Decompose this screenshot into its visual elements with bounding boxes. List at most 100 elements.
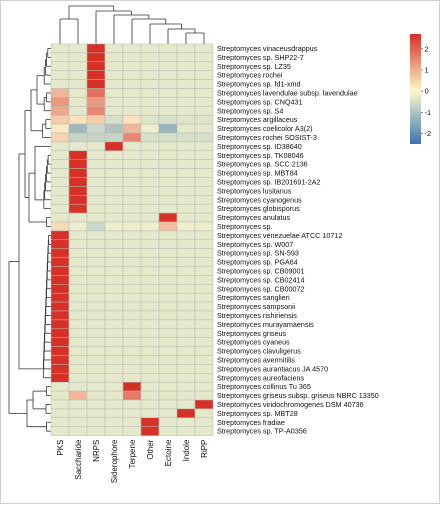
heatmap-cell [194, 310, 214, 321]
heatmap-cell [68, 159, 88, 169]
row-label: Streptomyces sp. PGA64 [217, 258, 298, 267]
row-label: Streptomyces coelicolor A3(2) [217, 124, 312, 133]
heatmap-cell [140, 319, 160, 330]
row-label: Streptomyces sp. fd1-xmd [217, 80, 301, 89]
heatmap-cell [122, 141, 142, 152]
row-label: Streptomyces sp. TP-A0356 [217, 427, 307, 436]
row-label: Streptomyces venezuelae ATCC 10712 [217, 231, 342, 240]
heatmap-cell [158, 284, 178, 294]
heatmap-cell [68, 114, 88, 125]
heatmap-cell [68, 408, 88, 419]
heatmap-cell [50, 399, 70, 410]
heatmap-cell [104, 132, 124, 143]
heatmap-cell [122, 61, 142, 71]
heatmap-cell [122, 132, 142, 143]
heatmap-cell [140, 284, 160, 294]
heatmap-cell [176, 399, 196, 410]
heatmap-cell [176, 364, 196, 374]
heatmap-cell [122, 106, 142, 116]
heatmap-cell [68, 177, 88, 187]
heatmap-cell [176, 355, 196, 365]
heatmap-cell [194, 195, 214, 205]
heatmap-cell [122, 248, 142, 258]
heatmap-cell [104, 355, 124, 365]
heatmap-cell [176, 150, 196, 160]
heatmap-cell [122, 186, 142, 196]
row-label: Streptomyces murayamaensis [217, 320, 314, 329]
heatmap-cell [68, 301, 88, 312]
row-label: Streptomyces vinaceusdrappus [217, 44, 318, 53]
heatmap-cell [140, 168, 160, 178]
heatmap-cell [176, 159, 196, 169]
heatmap-cell [50, 390, 70, 401]
heatmap-cell [194, 70, 214, 80]
heatmap-cell [104, 337, 124, 347]
heatmap-cell [194, 221, 214, 232]
heatmap-cell [50, 275, 70, 285]
heatmap-cell [140, 399, 160, 410]
heatmap-cell [176, 114, 196, 125]
column-labels: PKS Saccharide NRPS Siderophore Terpene Other… [56, 439, 209, 483]
heatmap-cell [68, 292, 88, 303]
row-label: Streptomyces sp. IB201691-2A2 [217, 177, 320, 186]
heatmap-cell [158, 114, 178, 125]
heatmap-cell [50, 364, 70, 374]
heatmap-cell [86, 70, 106, 80]
heatmap-cell [140, 266, 160, 276]
heatmap-cell [50, 346, 70, 356]
heatmap-cell [86, 177, 106, 187]
heatmap-cell [104, 70, 124, 80]
heatmap-cell [140, 381, 160, 392]
heatmap-cell [176, 141, 196, 152]
heatmap-cell [176, 123, 196, 134]
heatmap-cell [194, 301, 214, 312]
heatmap-cell [68, 97, 88, 107]
heatmap-cell [50, 132, 70, 143]
heatmap-cell [140, 106, 160, 116]
heatmap-cell [68, 417, 88, 427]
heatmap-cell [140, 417, 160, 427]
heatmap-cell [176, 275, 196, 285]
heatmap-cell [194, 328, 214, 338]
heatmap-cell [68, 381, 88, 392]
heatmap-cell [194, 88, 214, 98]
heatmap-cell [176, 301, 196, 312]
row-label: Streptomyces griseus [217, 329, 287, 338]
heatmap-cell [194, 186, 214, 196]
heatmap-cell [50, 203, 70, 214]
heatmap-cell [86, 417, 106, 427]
heatmap-cell [104, 61, 124, 71]
heatmap-cell [140, 203, 160, 214]
heatmap-cell [122, 195, 142, 205]
heatmap-cell [176, 284, 196, 294]
heatmap-cell [158, 408, 178, 419]
row-label: Streptomyces lavendulae subsp. lavendula… [217, 88, 358, 97]
heatmap-cell [158, 150, 178, 160]
heatmap-cell [104, 390, 124, 401]
heatmap-cell [50, 159, 70, 169]
heatmap-cell [194, 399, 214, 410]
heatmap-cell [158, 328, 178, 338]
heatmap-cell [104, 364, 124, 374]
column-label: Siderophore [110, 439, 119, 483]
heatmap-cell [50, 292, 70, 303]
heatmap-cell [158, 266, 178, 276]
row-label: Streptomyces collinus Tu 365 [217, 382, 311, 391]
heatmap-cell [50, 230, 70, 241]
row-label: Streptomyces sp. MBT84 [217, 169, 298, 178]
heatmap-cell [194, 364, 214, 374]
row-label: Streptomyces anulatus [217, 213, 291, 222]
heatmap-cell [68, 284, 88, 294]
heatmap-cell [140, 390, 160, 401]
heatmap-cell [176, 106, 196, 116]
heatmap-cell [50, 114, 70, 125]
row-label: Streptomyces sp. CB00072 [217, 284, 305, 293]
legend-tick-label: 2 [425, 44, 429, 53]
heatmap-cell [68, 230, 88, 241]
heatmap-cell [194, 230, 214, 241]
heatmap-cell [158, 43, 178, 54]
heatmap-cell [68, 203, 88, 214]
heatmap-cell [50, 52, 70, 63]
heatmap-cell [86, 381, 106, 392]
